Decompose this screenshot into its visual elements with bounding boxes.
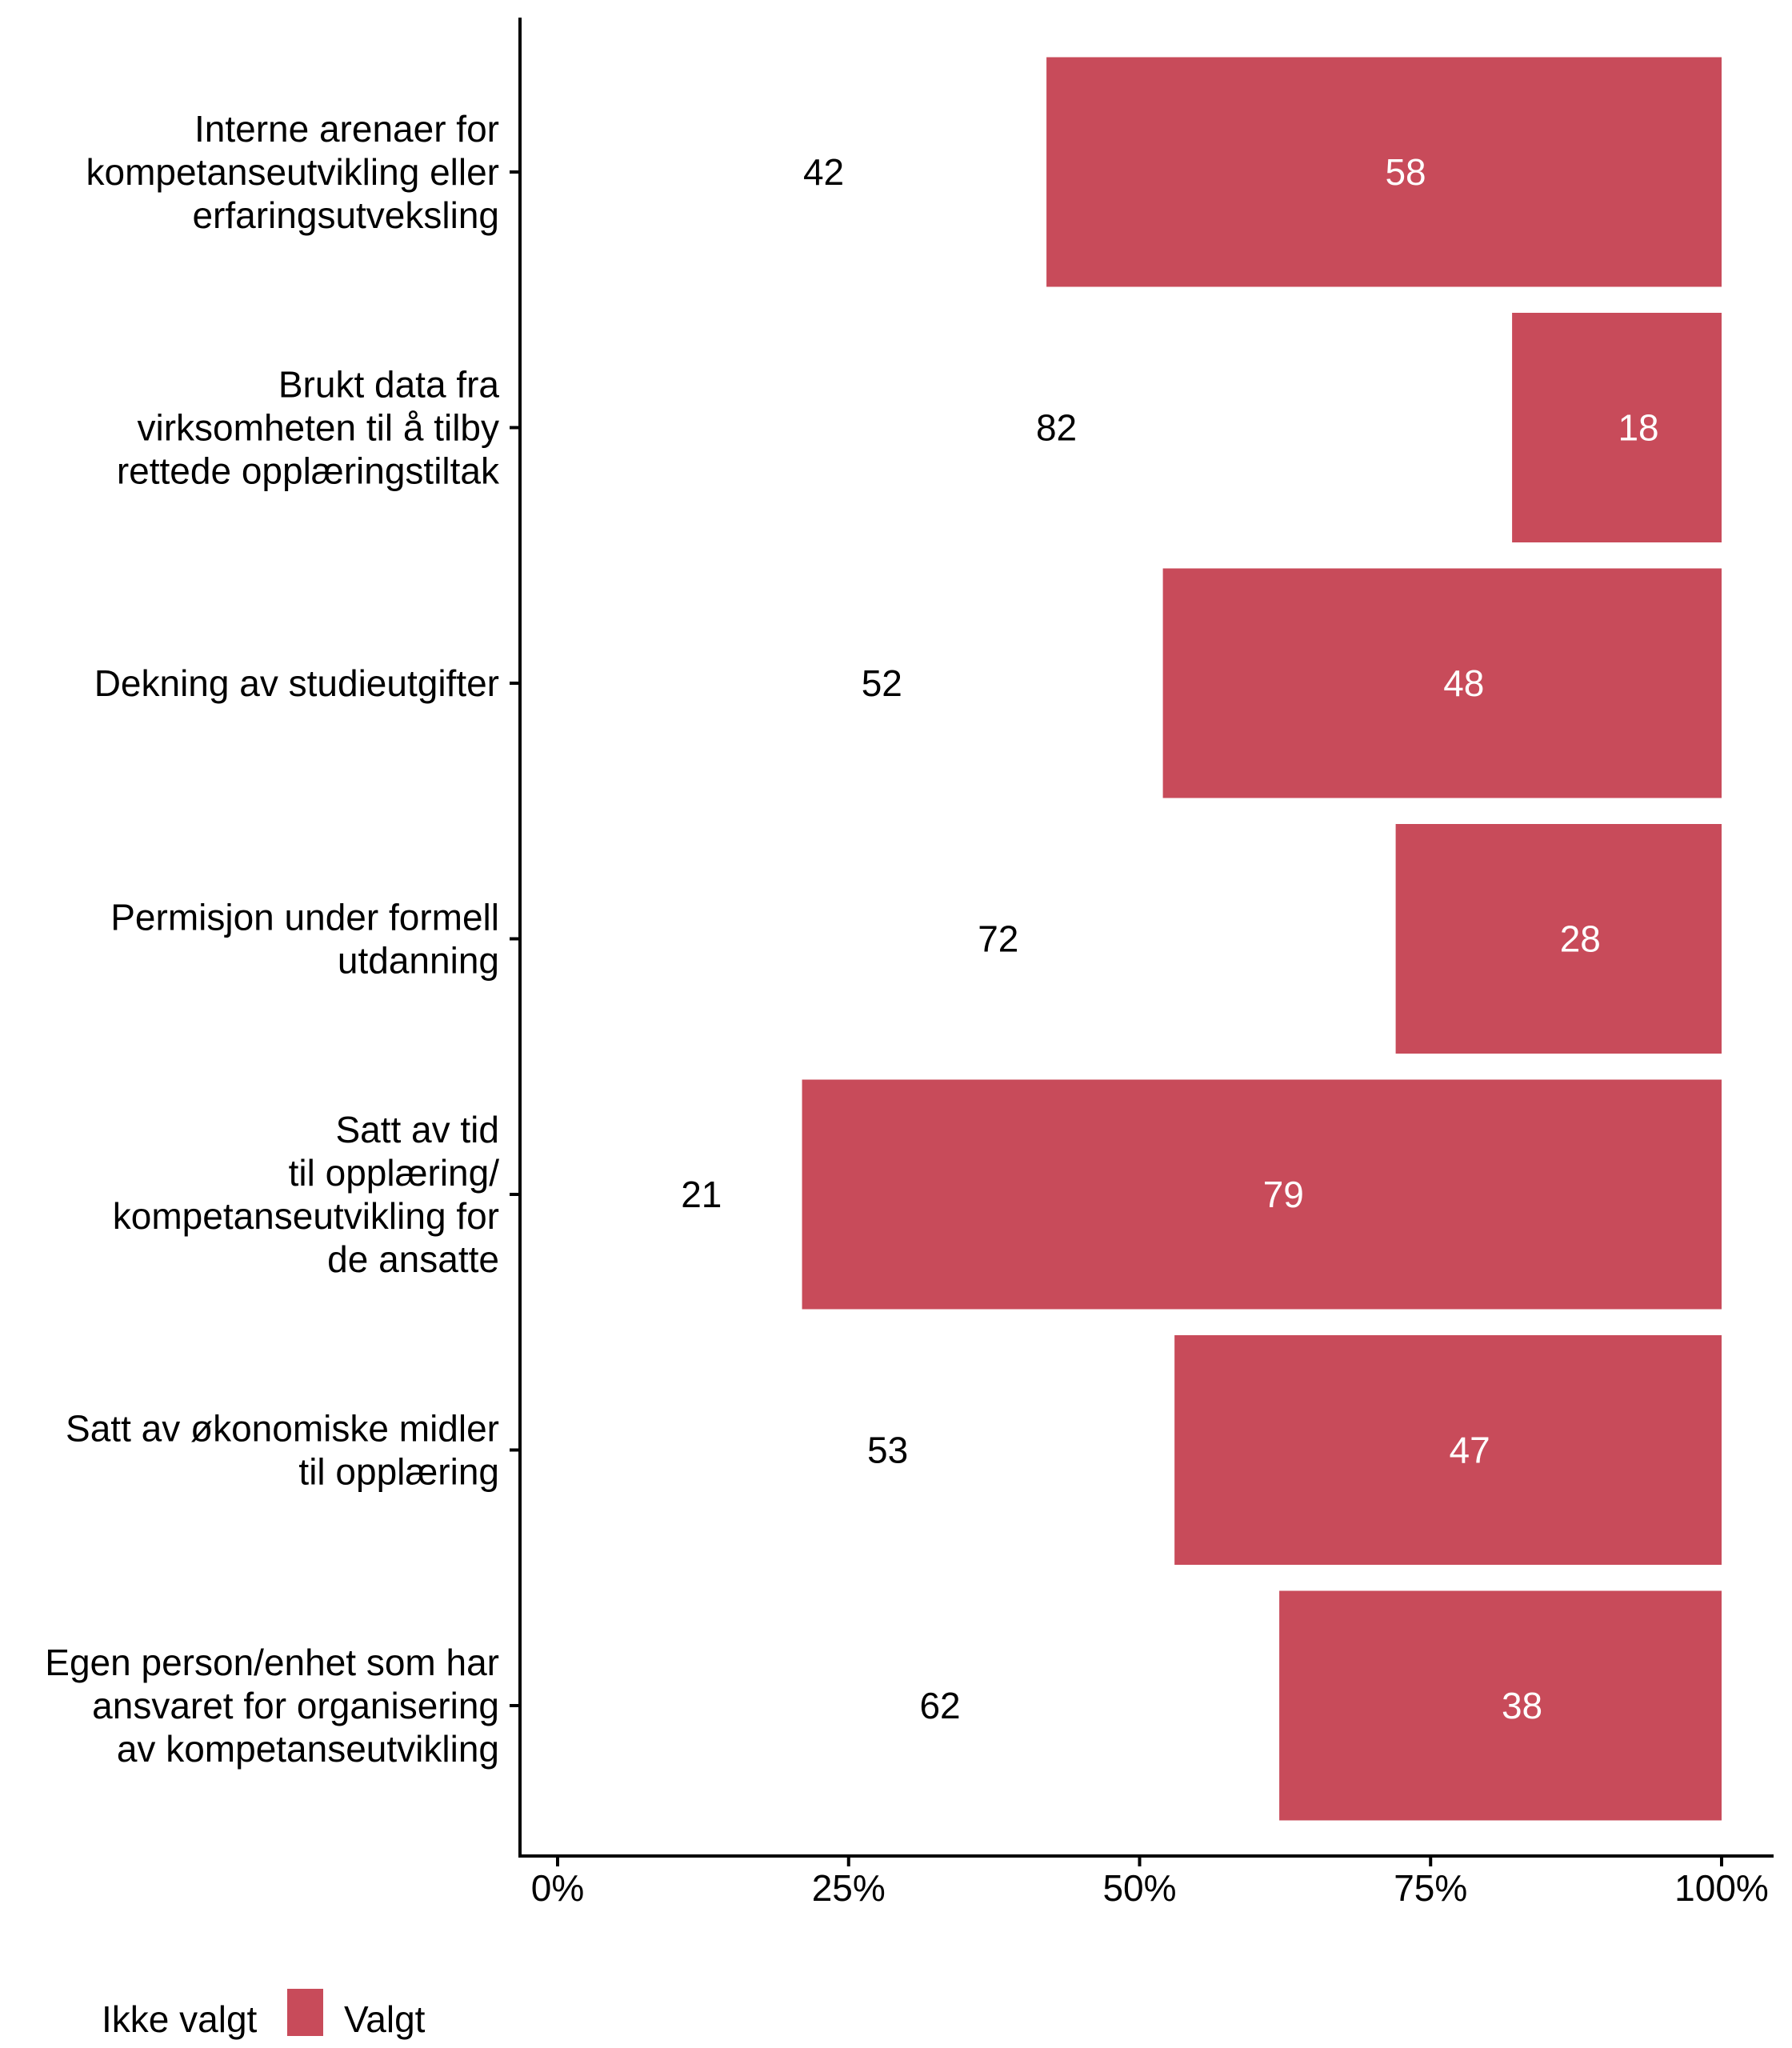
data-label: 79 <box>1263 1174 1304 1215</box>
category-label-line: Satt av økonomiske midler <box>66 1408 499 1450</box>
data-label: 48 <box>1443 662 1484 704</box>
bar-ikke-valgt <box>558 1590 1280 1821</box>
data-label: 53 <box>867 1430 908 1471</box>
category-label: Brukt data fra virksomheten til å tilby re… <box>117 364 500 492</box>
category-label-line: av kompetanseutvikling <box>117 1728 499 1770</box>
data-label: 52 <box>862 662 902 704</box>
bar-valgt <box>1174 1335 1722 1565</box>
category-label-line: utdanning <box>338 940 499 982</box>
bar-ikke-valgt <box>558 313 1513 542</box>
category-label-line: kompetanseutvikling for <box>113 1195 499 1237</box>
x-tick-label: 25% <box>812 1867 886 1909</box>
bar-valgt <box>1279 1590 1722 1821</box>
category-label: Permisjon under formell utdanning <box>110 897 499 982</box>
data-label: 38 <box>1502 1685 1542 1726</box>
category-label: Dekning av studieutgifter <box>94 662 499 704</box>
data-label: 28 <box>1560 918 1601 960</box>
data-label: 42 <box>803 151 844 193</box>
legend-label-valgt: Valgt <box>344 1998 426 2040</box>
category-label-line: Brukt data fra <box>278 364 500 406</box>
category-label-line: rettede opplæringstiltak <box>117 450 500 492</box>
data-label: 47 <box>1449 1430 1490 1471</box>
category-label-line: Egen person/enhet som har <box>45 1642 499 1683</box>
bar-valgt <box>802 1079 1722 1310</box>
x-tick-label: 100% <box>1674 1867 1769 1909</box>
bar-ikke-valgt <box>558 824 1396 1054</box>
bar-ikke-valgt <box>558 1079 802 1310</box>
category-labels-layer: Interne arenaer for kompetanseutvikling e… <box>45 108 500 1770</box>
category-label-line: virksomheten til å tilby <box>138 407 500 449</box>
x-tick-label: 50% <box>1102 1867 1176 1909</box>
category-label-line: de ansatte <box>327 1238 499 1280</box>
category-label-line: til opplæring/ <box>289 1152 500 1194</box>
category-label-line: Permisjon under formell <box>110 897 499 938</box>
legend-key-valgt <box>287 1989 323 2036</box>
category-label: Satt av tid til opplæring/kompetanseutvik… <box>113 1109 499 1280</box>
data-label: 82 <box>1036 407 1077 449</box>
x-tick-label: 75% <box>1394 1867 1467 1909</box>
data-label: 62 <box>919 1685 960 1726</box>
bars-layer <box>558 57 1722 1821</box>
category-label-line: Dekning av studieutgifter <box>94 662 499 704</box>
bar-valgt <box>1162 568 1722 798</box>
category-label-line: erfaringsutveksling <box>192 194 499 236</box>
bar-valgt <box>1512 313 1722 542</box>
category-label-line: Satt av tid <box>335 1109 499 1150</box>
category-label: Satt av økonomiske midler til opplæring <box>66 1408 499 1493</box>
value-labels-layer: 42 58 82 18 52 48 72 28 21 79 53 47 62 38 <box>681 151 1658 1726</box>
bar-valgt <box>1395 824 1722 1054</box>
bar-ikke-valgt <box>558 57 1047 287</box>
legend: Ikke valgt Valgt <box>102 1989 426 2040</box>
category-label: Egen person/enhet som har ansvaret for or… <box>45 1642 499 1770</box>
legend-label-ikke-valgt: Ikke valgt <box>102 1998 258 2040</box>
category-label-line: Interne arenaer for <box>194 108 499 150</box>
category-label: Interne arenaer for kompetanseutvikling e… <box>86 108 500 236</box>
data-label: 72 <box>978 918 1018 960</box>
category-label-line: til opplæring <box>298 1451 499 1493</box>
data-label: 58 <box>1385 151 1426 193</box>
x-axis: 0% 25% 50% 75% 100% <box>518 1854 1774 1909</box>
bar-ikke-valgt <box>558 568 1163 798</box>
bar-ikke-valgt <box>558 1335 1175 1565</box>
data-label: 18 <box>1618 407 1658 449</box>
category-label-line: kompetanseutvikling eller <box>86 151 500 193</box>
bar-valgt <box>1046 57 1722 287</box>
y-axis <box>510 18 522 1858</box>
x-tick-label: 0% <box>531 1867 584 1909</box>
category-label-line: ansvaret for organisering <box>92 1685 499 1726</box>
data-label: 21 <box>681 1174 722 1215</box>
